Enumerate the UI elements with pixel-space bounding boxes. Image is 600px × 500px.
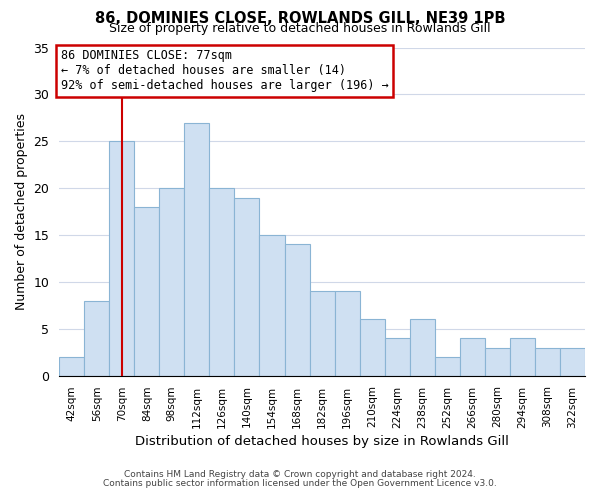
Bar bbox=[510, 338, 535, 376]
Bar bbox=[134, 207, 160, 376]
Text: 86, DOMINIES CLOSE, ROWLANDS GILL, NE39 1PB: 86, DOMINIES CLOSE, ROWLANDS GILL, NE39 … bbox=[95, 11, 505, 26]
Bar bbox=[385, 338, 410, 376]
Bar bbox=[184, 122, 209, 376]
Text: Contains HM Land Registry data © Crown copyright and database right 2024.: Contains HM Land Registry data © Crown c… bbox=[124, 470, 476, 479]
Bar bbox=[335, 292, 359, 376]
Bar bbox=[310, 292, 335, 376]
Bar bbox=[410, 320, 435, 376]
Bar bbox=[209, 188, 235, 376]
Text: Size of property relative to detached houses in Rowlands Gill: Size of property relative to detached ho… bbox=[109, 22, 491, 35]
Bar bbox=[535, 348, 560, 376]
X-axis label: Distribution of detached houses by size in Rowlands Gill: Distribution of detached houses by size … bbox=[135, 434, 509, 448]
Bar bbox=[359, 320, 385, 376]
Bar bbox=[284, 244, 310, 376]
Y-axis label: Number of detached properties: Number of detached properties bbox=[15, 113, 28, 310]
Bar bbox=[259, 235, 284, 376]
Bar bbox=[560, 348, 585, 376]
Bar bbox=[460, 338, 485, 376]
Bar bbox=[435, 357, 460, 376]
Bar bbox=[160, 188, 184, 376]
Bar bbox=[59, 357, 84, 376]
Bar bbox=[485, 348, 510, 376]
Bar bbox=[84, 300, 109, 376]
Bar bbox=[109, 142, 134, 376]
Bar bbox=[235, 198, 259, 376]
Text: 86 DOMINIES CLOSE: 77sqm
← 7% of detached houses are smaller (14)
92% of semi-de: 86 DOMINIES CLOSE: 77sqm ← 7% of detache… bbox=[61, 50, 389, 92]
Text: Contains public sector information licensed under the Open Government Licence v3: Contains public sector information licen… bbox=[103, 478, 497, 488]
